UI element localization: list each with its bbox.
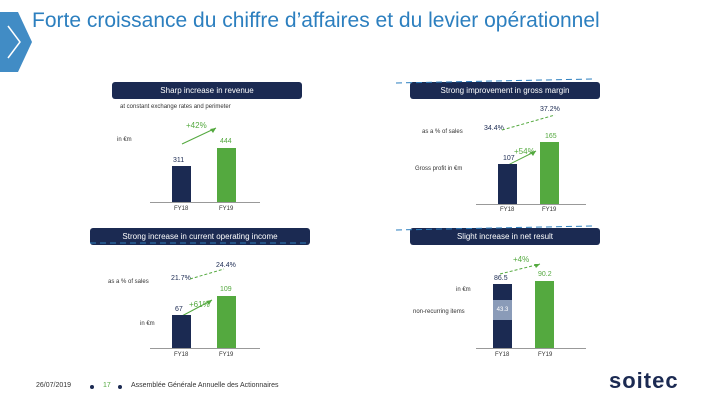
- gross-margin-unit: Gross profit in €m: [415, 166, 463, 172]
- footer-dot-icon: [118, 385, 122, 389]
- net-result-fy19-label: FY19: [538, 352, 553, 358]
- gross-margin-dash-decoration: [396, 78, 593, 84]
- gross-margin-fy18-label: FY18: [500, 207, 515, 213]
- footer-dot-icon: [90, 385, 94, 389]
- net-result-nonrec-segment: 43.3: [493, 300, 512, 320]
- operating-income-banner: Strong increase in current operating inc…: [90, 228, 310, 245]
- gross-margin-axis: [476, 204, 586, 205]
- operating-income-growth-arrow-icon: [179, 299, 213, 318]
- operating-income-bar-fy18: [172, 315, 191, 348]
- net-result-bar-fy19: [535, 281, 554, 348]
- footer-date: 26/07/2019: [36, 382, 72, 389]
- revenue-fy18-label: FY18: [174, 206, 189, 212]
- net-result-unit: in €m: [456, 287, 471, 293]
- operating-income-dash-decoration: [90, 242, 308, 244]
- operating-income-growth: +61%: [189, 300, 210, 309]
- revenue-unit: in €m: [117, 137, 132, 143]
- operating-income-fy19-label: FY19: [219, 352, 234, 358]
- gross-margin-pct-fy18: 34.4%: [484, 125, 504, 132]
- revenue-growth: +42%: [186, 121, 207, 130]
- operating-income-bar-fy19: [217, 296, 236, 348]
- gross-margin-bar-fy18: [498, 164, 517, 204]
- net-result-nonrec-label: non-recurring items: [413, 309, 465, 315]
- net-result-fy18-value: 86.5: [494, 275, 508, 282]
- revenue-note: at constant exchange rates and perimeter: [120, 104, 231, 110]
- operating-income-pct-arrow-icon: [189, 268, 225, 280]
- gross-margin-banner: Strong improvement in gross margin: [410, 82, 600, 99]
- net-result-banner: Slight increase in net result: [410, 228, 600, 245]
- chevron-decoration-icon: [0, 12, 32, 72]
- net-result-growth-arrow-icon: [499, 263, 541, 275]
- gross-margin-pct-arrow-icon: [501, 114, 556, 131]
- operating-income-pct-label: as a % of sales: [108, 279, 149, 285]
- operating-income-fy18-value: 67: [175, 306, 183, 313]
- operating-income-axis: [150, 348, 260, 349]
- revenue-growth-arrow-icon: [181, 127, 217, 145]
- page-title: Forte croissance du chiffre d’affaires e…: [32, 9, 600, 32]
- revenue-bar-fy19: [217, 148, 236, 202]
- revenue-fy19-label: FY19: [219, 206, 234, 212]
- gross-margin-bar-fy19: [540, 142, 559, 204]
- revenue-banner: Sharp increase in revenue: [112, 82, 302, 99]
- revenue-fy19-value: 444: [220, 138, 232, 145]
- soitec-logo: soitec: [609, 368, 679, 393]
- gross-margin-fy18-value: 107: [503, 155, 515, 162]
- operating-income-pct-fy19: 24.4%: [216, 262, 236, 269]
- gross-margin-fy19-value: 165: [545, 133, 557, 140]
- gross-margin-growth: +54%: [514, 147, 535, 156]
- footer-page-number: 17: [103, 382, 111, 389]
- revenue-axis: [150, 202, 260, 203]
- operating-income-fy19-value: 109: [220, 286, 232, 293]
- revenue-bar-fy18: [172, 166, 191, 202]
- gross-margin-fy19-label: FY19: [542, 207, 557, 213]
- footer-event: Assemblée Générale Annuelle des Actionna…: [131, 382, 279, 389]
- net-result-growth: +4%: [513, 255, 530, 264]
- gross-margin-pct-label: as a % of sales: [422, 129, 463, 135]
- operating-income-pct-fy18: 21.7%: [171, 275, 191, 282]
- net-result-dash-decoration: [396, 225, 593, 231]
- operating-income-fy18-label: FY18: [174, 352, 189, 358]
- operating-income-unit: in €m: [140, 321, 155, 327]
- net-result-fy19-value: 90.2: [538, 271, 552, 278]
- net-result-axis: [476, 348, 586, 349]
- net-result-fy18-label: FY18: [495, 352, 510, 358]
- revenue-fy18-value: 311: [173, 157, 185, 164]
- gross-margin-pct-fy19: 37.2%: [540, 106, 560, 113]
